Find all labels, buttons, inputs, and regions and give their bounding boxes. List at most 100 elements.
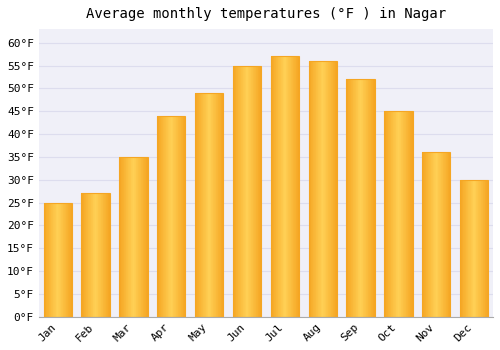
Bar <box>270 56 272 317</box>
Bar <box>439 152 440 317</box>
Bar <box>259 65 260 317</box>
Bar <box>68 203 69 317</box>
Bar <box>45 203 46 317</box>
Bar <box>205 93 206 317</box>
Bar <box>109 194 110 317</box>
Bar <box>287 56 288 317</box>
Bar <box>98 194 99 317</box>
Bar <box>408 111 409 317</box>
Bar <box>239 65 240 317</box>
Bar <box>58 203 59 317</box>
Bar <box>423 152 424 317</box>
Bar <box>449 152 450 317</box>
Bar <box>322 61 324 317</box>
Bar <box>214 93 215 317</box>
Bar <box>334 61 335 317</box>
Bar <box>479 180 480 317</box>
Bar <box>432 152 434 317</box>
Bar <box>288 56 289 317</box>
Bar <box>332 61 334 317</box>
Bar <box>484 180 485 317</box>
Bar <box>316 61 317 317</box>
Bar <box>448 152 449 317</box>
Bar <box>358 79 359 317</box>
Bar <box>394 111 395 317</box>
Bar <box>119 157 148 317</box>
Bar <box>464 180 465 317</box>
Bar <box>220 93 221 317</box>
Bar <box>460 180 488 317</box>
Bar <box>119 157 120 317</box>
Bar <box>308 61 337 317</box>
Bar <box>435 152 436 317</box>
Bar <box>175 116 176 317</box>
Bar <box>396 111 397 317</box>
Bar <box>481 180 482 317</box>
Bar <box>84 194 85 317</box>
Bar <box>102 194 104 317</box>
Bar <box>254 65 255 317</box>
Bar <box>236 65 237 317</box>
Bar <box>49 203 50 317</box>
Bar <box>478 180 479 317</box>
Bar <box>422 152 450 317</box>
Bar <box>219 93 220 317</box>
Bar <box>273 56 274 317</box>
Bar <box>442 152 444 317</box>
Bar <box>462 180 463 317</box>
Bar <box>128 157 129 317</box>
Bar <box>50 203 51 317</box>
Bar <box>172 116 174 317</box>
Bar <box>374 79 375 317</box>
Bar <box>447 152 448 317</box>
Bar <box>218 93 219 317</box>
Bar <box>129 157 130 317</box>
Bar <box>438 152 439 317</box>
Bar <box>353 79 354 317</box>
Bar <box>298 56 299 317</box>
Bar <box>200 93 202 317</box>
Bar <box>135 157 136 317</box>
Bar <box>405 111 406 317</box>
Bar <box>180 116 181 317</box>
Bar <box>99 194 100 317</box>
Bar <box>198 93 199 317</box>
Bar <box>326 61 327 317</box>
Bar <box>64 203 65 317</box>
Bar <box>327 61 328 317</box>
Title: Average monthly temperatures (°F ) in Nagar: Average monthly temperatures (°F ) in Na… <box>86 7 446 21</box>
Bar <box>400 111 402 317</box>
Bar <box>348 79 349 317</box>
Bar <box>163 116 164 317</box>
Bar <box>95 194 96 317</box>
Bar <box>335 61 336 317</box>
Bar <box>355 79 356 317</box>
Bar <box>60 203 62 317</box>
Bar <box>402 111 404 317</box>
Bar <box>278 56 279 317</box>
Bar <box>369 79 370 317</box>
Bar <box>291 56 292 317</box>
Bar <box>309 61 310 317</box>
Bar <box>385 111 386 317</box>
Bar <box>470 180 472 317</box>
Bar <box>428 152 429 317</box>
Bar <box>94 194 95 317</box>
Bar <box>364 79 365 317</box>
Bar <box>446 152 447 317</box>
Bar <box>331 61 332 317</box>
Bar <box>410 111 411 317</box>
Bar <box>249 65 250 317</box>
Bar <box>202 93 203 317</box>
Bar <box>424 152 425 317</box>
Bar <box>275 56 276 317</box>
Bar <box>256 65 257 317</box>
Bar <box>195 93 224 317</box>
Bar <box>140 157 141 317</box>
Bar <box>349 79 350 317</box>
Bar <box>350 79 352 317</box>
Bar <box>407 111 408 317</box>
Bar <box>247 65 248 317</box>
Bar <box>157 116 186 317</box>
Bar <box>159 116 160 317</box>
